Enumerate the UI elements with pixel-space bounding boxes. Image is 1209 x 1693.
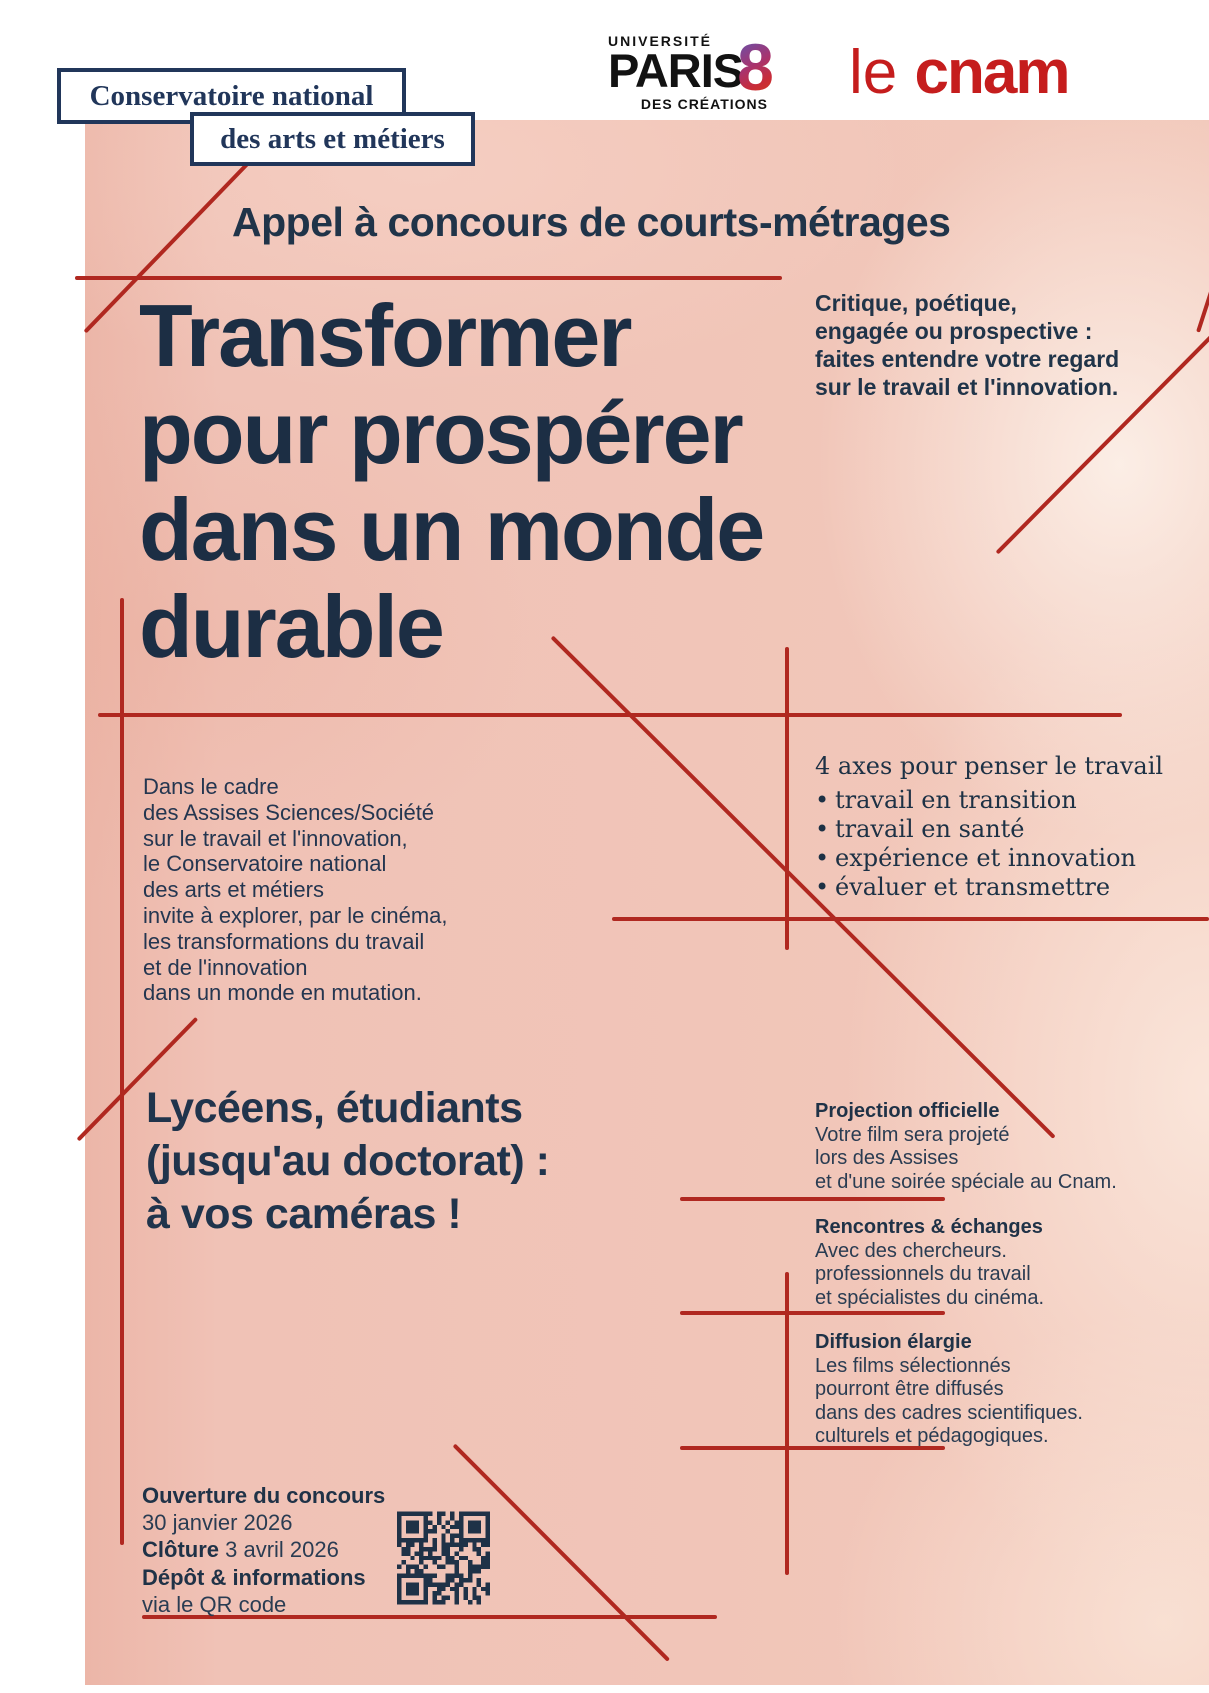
deposit-label: Dépôt & informations	[142, 1564, 366, 1590]
axes-item-3: • expérience et innovation	[815, 844, 1163, 873]
axes-item-1: • travail en transition	[815, 786, 1163, 815]
open-label: Ouverture du concours	[142, 1483, 386, 1508]
cnam-wordmark-text1: Conservatoire national	[89, 79, 374, 112]
paris8-eight-glyph: 8	[737, 30, 774, 104]
context-line3: sur le travail et l'innovation,	[143, 825, 408, 851]
cnam-wordmark-text2: des arts et métiers	[220, 122, 445, 155]
context-line4: le Conservatoire national	[143, 851, 387, 877]
cnam-wordmark-line2: des arts et métiers	[190, 112, 475, 166]
benefit-rencontres-title: Rencontres & échanges	[815, 1216, 1043, 1238]
audience-line1: Lycéens, étudiants	[146, 1084, 523, 1132]
red-line-benefit-2	[680, 1311, 945, 1315]
intro-right-line4: sur le travail et l'innovation.	[815, 374, 1119, 400]
benefit-diffusion-line4: culturels et pédagogiques.	[815, 1425, 1049, 1447]
red-vertical-benefits	[785, 1272, 789, 1575]
close-label: Clôture	[142, 1537, 219, 1563]
paris8-logo: UNIVERSITÉ PARIS 8 DES CRÉATIONS	[608, 33, 774, 112]
benefit-rencontres-line2: professionnels du travail	[815, 1263, 1031, 1285]
context-line9: dans un monde en mutation.	[143, 980, 422, 1006]
close-date: 3 avril 2026	[219, 1537, 339, 1563]
benefit-diffusion-line2: pourront être diffusés	[815, 1378, 1004, 1400]
main-title: Transformer pour prospérer dans un monde…	[139, 286, 765, 676]
benefit-rencontres-line3: et spécialistes du cinéma.	[815, 1286, 1045, 1309]
intro-right-line2: engagée ou prospective :	[815, 318, 1093, 344]
red-line-middle-long	[98, 713, 1122, 717]
main-title-line4: durable	[139, 577, 445, 676]
bullet-icon: •	[815, 873, 830, 901]
bullet-icon: •	[815, 815, 830, 843]
red-vertical-left	[120, 598, 124, 1545]
bullet-icon: •	[815, 786, 830, 814]
red-line-under-axes	[612, 917, 1209, 921]
axes-title: 4 axes pour penser le travail	[815, 752, 1164, 780]
poster-background	[85, 120, 1209, 1685]
context-line2: des Assises Sciences/Société	[143, 799, 435, 825]
paris8-subtitle: DES CRÉATIONS	[640, 96, 768, 112]
main-title-line3: dans un monde	[139, 480, 765, 579]
context-line8: et de l'innovation	[143, 954, 308, 980]
bullet-icon: •	[815, 844, 830, 872]
kicker-heading: Appel à concours de courts-métrages	[232, 199, 951, 245]
close-row: Clôture 3 avril 2026	[142, 1536, 385, 1563]
intro-right-line1: Critique, poétique,	[815, 290, 1017, 316]
benefit-projection: Projection officielle Votre film sera pr…	[815, 1100, 1175, 1194]
intro-right-line3: faites entendre votre regard	[815, 346, 1120, 372]
red-line-footer	[142, 1615, 717, 1619]
red-line-benefit-1	[680, 1197, 945, 1201]
axes-list: 4 axes pour penser le travail • travail e…	[815, 752, 1163, 902]
axes-item-2: • travail en santé	[815, 815, 1163, 844]
benefit-diffusion-line1: Les films sélectionnés	[815, 1354, 1011, 1377]
open-date: 30 janvier 2026	[142, 1510, 293, 1536]
benefit-rencontres-line1: Avec des chercheurs.	[815, 1239, 1007, 1262]
dates-block: Ouverture du concours 30 janvier 2026 Cl…	[142, 1482, 385, 1618]
red-line-under-kicker	[75, 276, 782, 280]
axes-item-1-label: travail en transition	[835, 786, 1077, 814]
benefit-diffusion-title: Diffusion élargie	[815, 1331, 972, 1353]
lecnam-logo: le cnam	[849, 42, 1070, 104]
context-line6: invite à explorer, par le cinéma,	[143, 902, 448, 928]
benefit-rencontres: Rencontres & échanges Avec des chercheur…	[815, 1216, 1175, 1310]
qr-code	[397, 1511, 490, 1605]
benefit-projection-title: Projection officielle	[815, 1100, 1000, 1122]
benefit-diffusion-line3: dans des cadres scientifiques.	[815, 1401, 1083, 1424]
lecnam-le: le	[849, 38, 915, 107]
context-line7: les transformations du travail	[143, 928, 425, 954]
main-title-line2: pour prospérer	[139, 383, 744, 482]
paris8-paris-label: PARIS	[608, 44, 744, 97]
audience-line2: (jusqu'au doctorat) :	[146, 1137, 550, 1185]
benefit-projection-line3: et d'une soirée spéciale au Cnam.	[815, 1170, 1117, 1193]
context-paragraph: Dans le cadre des Assises Sciences/Socié…	[143, 774, 448, 1006]
benefit-diffusion: Diffusion élargie Les films sélectionnés…	[815, 1331, 1175, 1449]
red-line-benefit-3	[680, 1446, 945, 1450]
benefit-projection-line2: lors des Assises	[815, 1147, 959, 1169]
lecnam-cnam: cnam	[914, 38, 1070, 107]
main-title-line1: Transformer	[139, 286, 633, 385]
context-line1: Dans le cadre	[143, 774, 279, 799]
audience-heading: Lycéens, étudiants (jusqu'au doctorat) :…	[146, 1082, 550, 1241]
context-line5: des arts et métiers	[143, 877, 324, 903]
audience-line3: à vos caméras !	[146, 1190, 462, 1238]
intro-right-paragraph: Critique, poétique, engagée ou prospecti…	[815, 289, 1119, 401]
axes-item-2-label: travail en santé	[835, 815, 1025, 843]
paris8-universite-label: UNIVERSITÉ	[608, 33, 713, 49]
axes-item-4-label: évaluer et transmettre	[835, 873, 1111, 901]
deposit-line: via le QR code	[142, 1591, 287, 1617]
benefit-projection-line1: Votre film sera projeté	[815, 1123, 1010, 1146]
axes-item-4: • évaluer et transmettre	[815, 873, 1163, 902]
axes-item-3-label: expérience et innovation	[835, 844, 1136, 872]
red-vertical-axes	[785, 647, 789, 950]
